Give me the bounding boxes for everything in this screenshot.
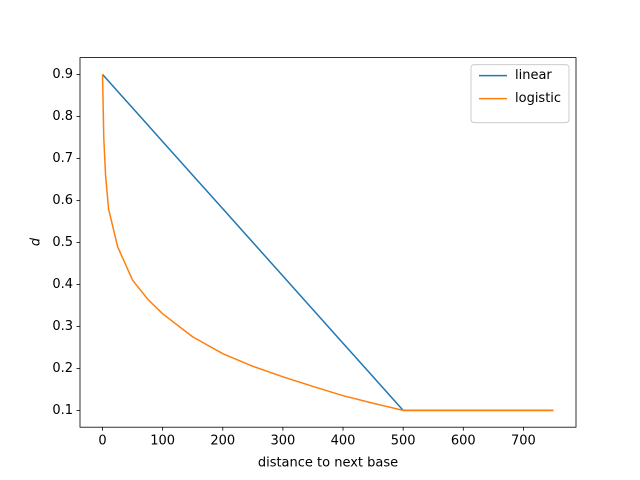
y-tick-label: 0.5	[52, 235, 73, 250]
y-tick-label: 0.6	[52, 193, 73, 208]
x-tick-label: 400	[331, 434, 356, 449]
x-tick-label: 700	[511, 434, 536, 449]
x-tick-label: 300	[270, 434, 295, 449]
y-tick-label: 0.3	[52, 319, 73, 334]
x-tick-label: 0	[98, 434, 106, 449]
y-axis-label: d	[29, 237, 44, 246]
line-series	[101, 73, 554, 412]
x-tick-label: 500	[391, 434, 416, 449]
y-tick-label: 0.8	[52, 109, 73, 124]
x-axis-label: distance to next base	[258, 456, 398, 471]
legend-box	[470, 64, 570, 124]
x-tick-label: 200	[210, 434, 235, 449]
line-series	[101, 74, 554, 412]
legend-label: linear	[515, 68, 552, 83]
y-tick-label: 0.1	[52, 403, 73, 418]
y-tick-label: 0.9	[52, 67, 73, 82]
x-tick-label: 100	[150, 434, 175, 449]
legend-label: logistic	[515, 91, 561, 106]
y-tick-label: 0.4	[52, 277, 73, 292]
axes-frame	[79, 57, 577, 428]
y-tick-label: 0.7	[52, 151, 73, 166]
y-tick-label: 0.2	[52, 361, 73, 376]
x-tick-label: 600	[451, 434, 476, 449]
